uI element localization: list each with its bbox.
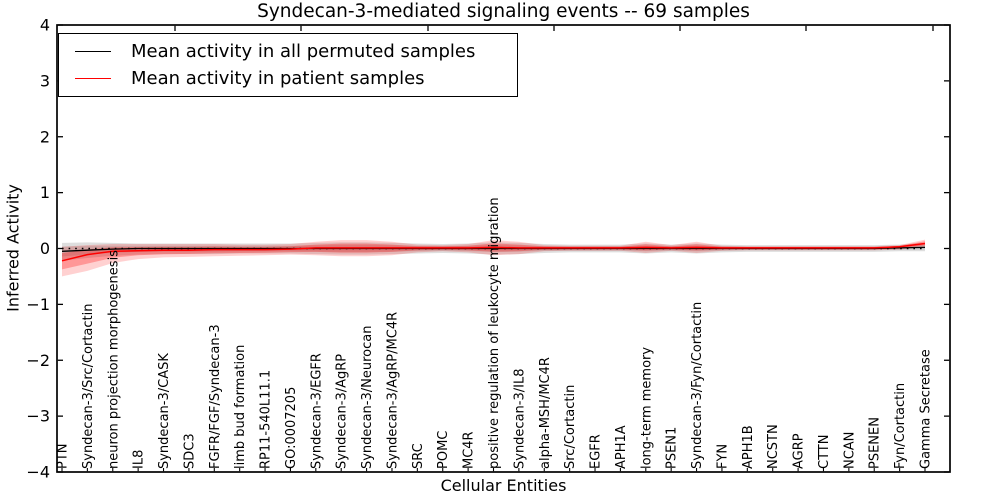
x-tick-label: POMC xyxy=(436,431,451,469)
x-tick-label: Syndecan-3/EGFR xyxy=(309,353,324,469)
x-tick-label: SDC3 xyxy=(182,433,197,469)
x-tick-label: RP11-540L11.1 xyxy=(259,370,274,469)
x-tick-label: Syndecan-3/AgRP xyxy=(335,354,350,469)
y-tick-label: −1 xyxy=(26,295,50,314)
x-tick-label: Syndecan-3/AgRP/MC4R xyxy=(385,312,400,469)
x-tick-label: Syndecan-3/Fyn/Cortactin xyxy=(690,302,705,469)
x-tick-label: PSENEN xyxy=(868,417,883,469)
x-axis-label: Cellular Entities xyxy=(440,476,567,495)
legend-line-sample-patient xyxy=(75,78,111,80)
x-tick-label: AGRP xyxy=(792,433,807,469)
y-tick-label: −3 xyxy=(26,407,50,426)
legend-line-sample-permuted xyxy=(75,50,111,52)
x-tick-label: NCSTN xyxy=(766,424,781,469)
legend-row-patient: Mean activity in patient samples xyxy=(59,68,517,89)
line-patient xyxy=(61,242,926,262)
x-tick-label: PSEN1 xyxy=(665,427,680,469)
x-tick-label: Syndecan-3/Neurocan xyxy=(360,326,375,469)
legend-row-permuted: Mean activity in all permuted samples xyxy=(59,41,517,62)
x-tick-label: SRC xyxy=(411,443,426,469)
x-tick-label: EGFR xyxy=(589,434,604,469)
x-tick-label: Syndecan-3/IL8 xyxy=(512,369,527,469)
y-tick-label: −2 xyxy=(26,351,50,370)
x-tick-label: Fyn/Cortactin xyxy=(893,383,908,469)
y-tick-label: 0 xyxy=(40,239,50,258)
x-tick-label: long-term memory xyxy=(639,347,654,469)
y-tick-label: 1 xyxy=(40,183,50,202)
y-tick-label: −4 xyxy=(26,463,50,482)
y-tick-label: 2 xyxy=(40,127,50,146)
x-tick-label: NCAN xyxy=(842,432,857,469)
legend: Mean activity in all permuted samples Me… xyxy=(58,33,518,97)
legend-label-patient: Mean activity in patient samples xyxy=(131,68,425,90)
x-tick-label: GO:0007205 xyxy=(284,387,299,469)
axes-frame xyxy=(56,24,951,473)
x-tick-label: FYN xyxy=(715,444,730,469)
x-tick-label: positive regulation of leukocyte migrati… xyxy=(487,197,502,469)
x-tick-label: MC4R xyxy=(462,431,477,469)
x-tick-label: limb bud formation xyxy=(233,345,248,469)
x-tick-label: FGFR/FGF/Syndecan-3 xyxy=(208,324,223,469)
x-tick-label: neuron projection morphogenesis xyxy=(106,250,121,469)
x-tick-label: alpha-MSH/MC4R xyxy=(538,357,553,469)
x-tick-label: APH1A xyxy=(614,425,629,469)
x-tick-label: CTTN xyxy=(817,435,832,469)
x-tick-label: Src/Cortactin xyxy=(563,385,578,469)
x-tick-label: IL8 xyxy=(132,450,147,469)
x-tick-label: Syndecan-3/Src/Cortactin xyxy=(81,303,96,469)
legend-label-permuted: Mean activity in all permuted samples xyxy=(131,40,476,62)
x-tick-label: PTN xyxy=(56,443,71,469)
x-tick-label: Gamma Secretase xyxy=(919,349,934,469)
y-tick-label: 4 xyxy=(40,16,50,35)
chart-title: Syndecan-3-mediated signaling events -- … xyxy=(257,1,750,22)
y-tick-label: 3 xyxy=(40,71,50,90)
x-tick-label: Syndecan-3/CASK xyxy=(157,353,172,469)
x-tick-label: APH1B xyxy=(741,425,756,469)
